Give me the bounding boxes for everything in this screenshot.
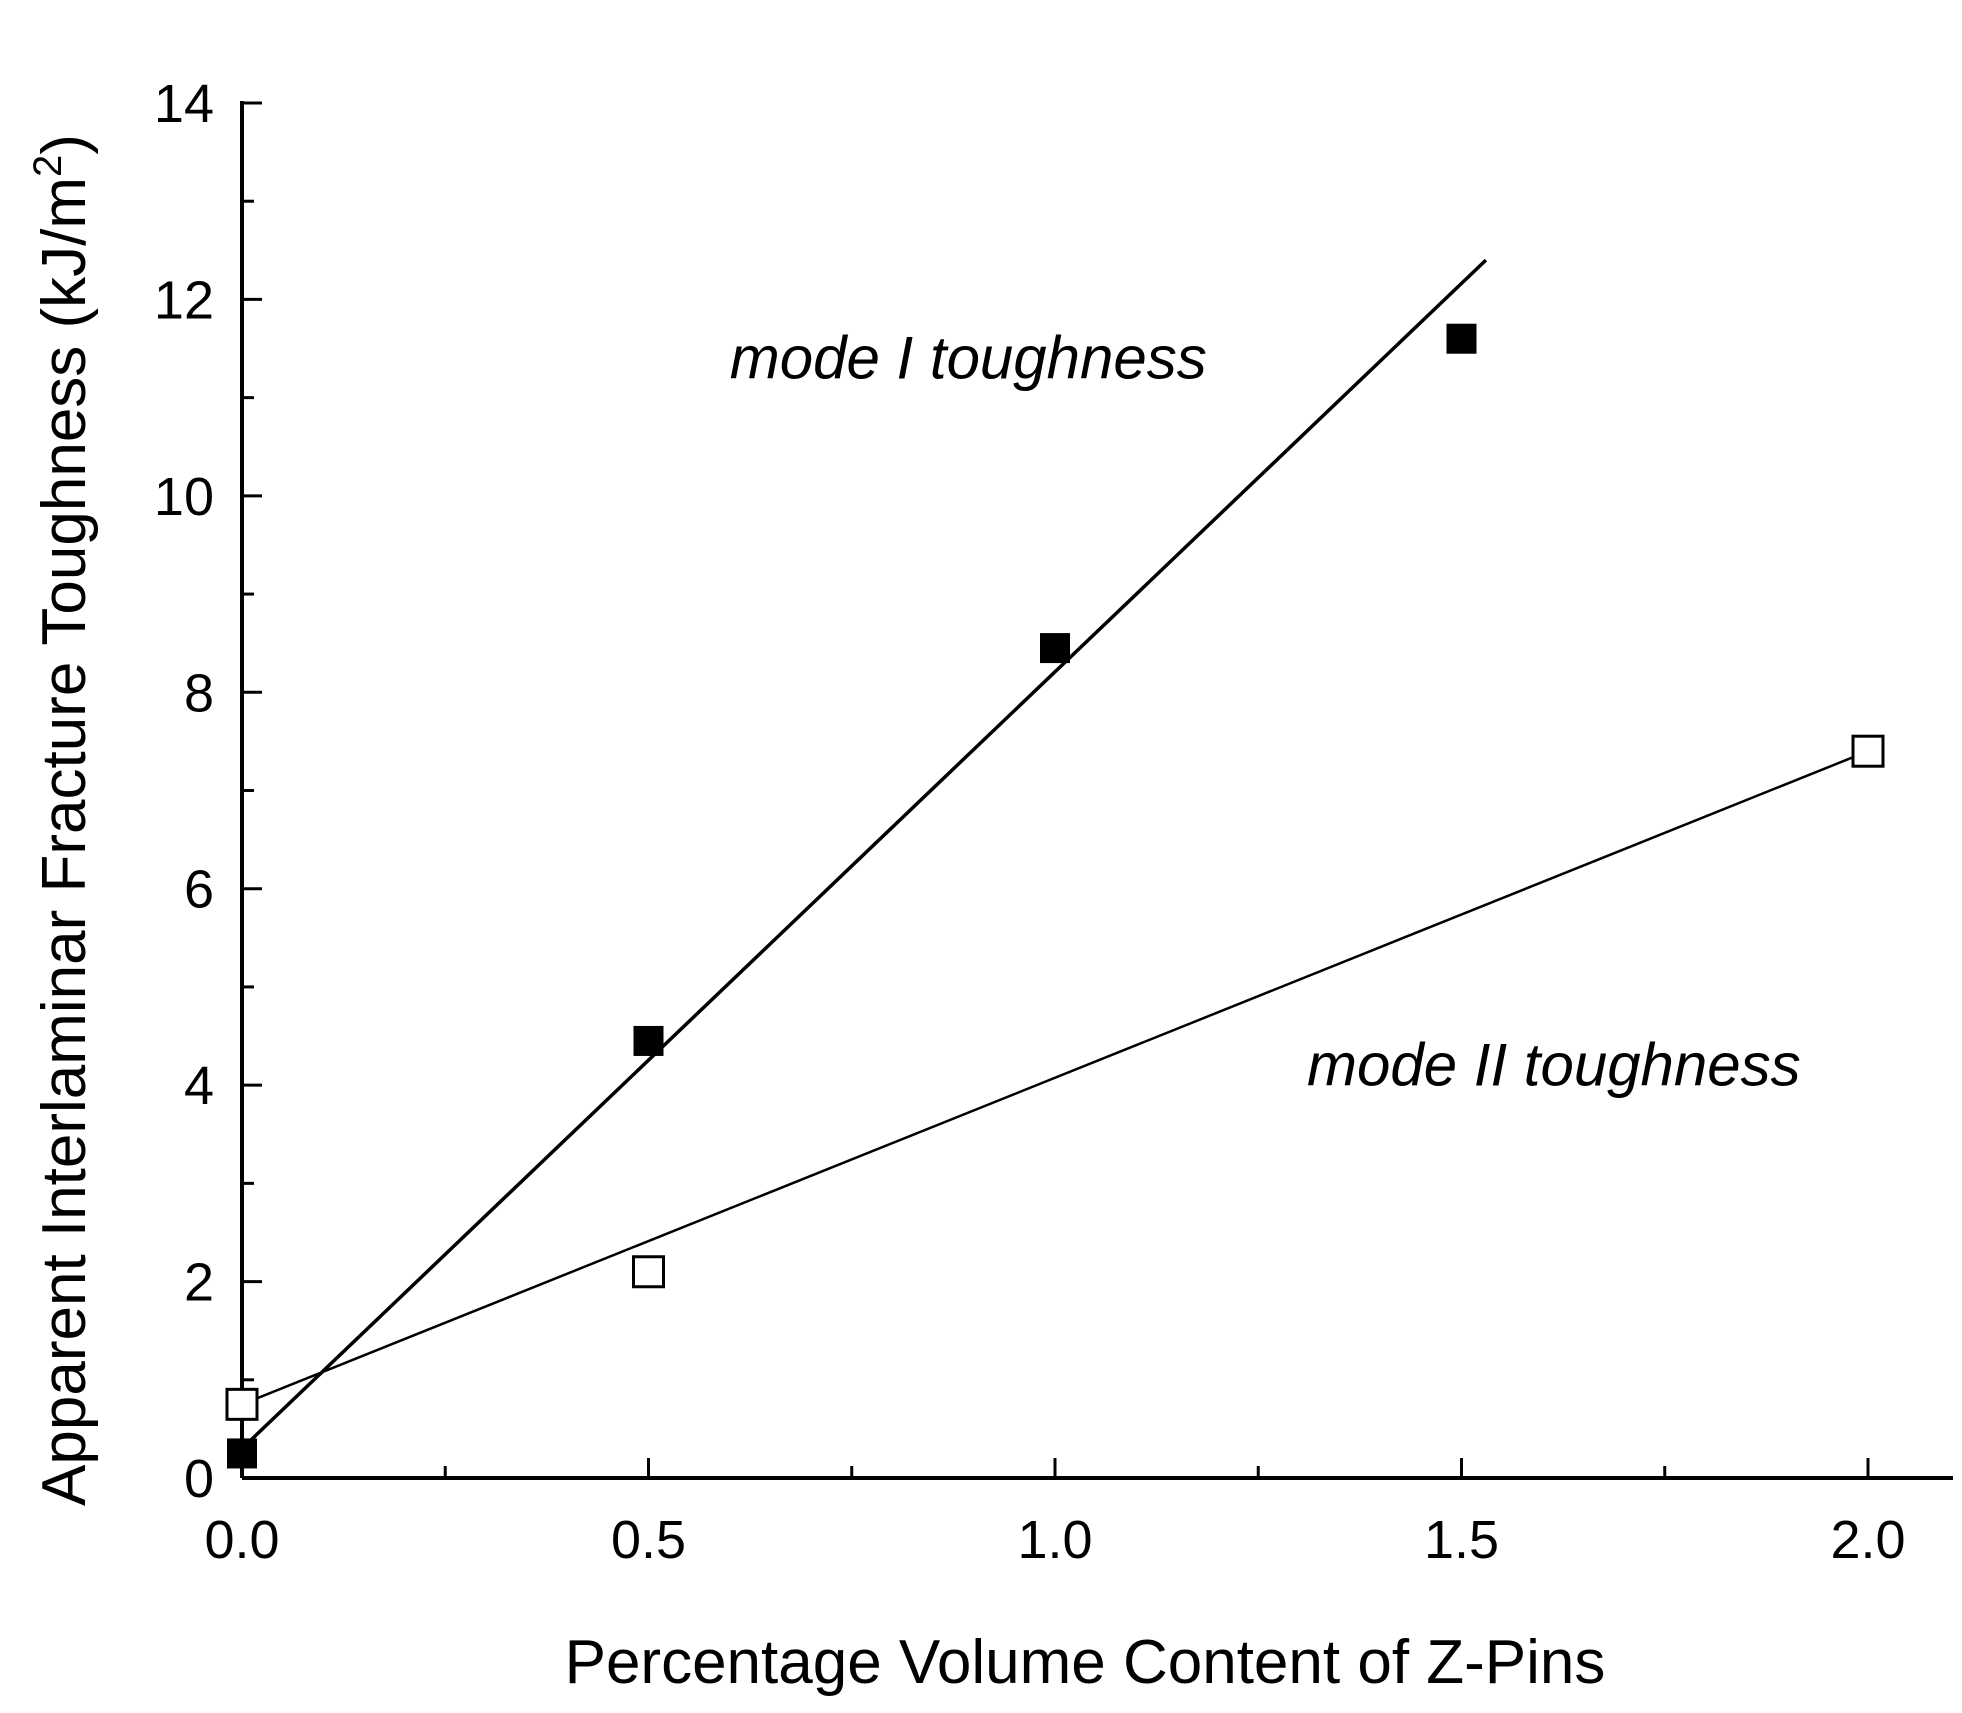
- annotations: mode I toughness mode II toughness: [730, 324, 1801, 1098]
- series-1-point: [1040, 633, 1070, 664]
- y-axis-label-main: Apparent Interlaminar Fracture Toughness…: [30, 177, 99, 1506]
- y-axis-label: Apparent Interlaminar Fracture Toughness…: [26, 134, 99, 1506]
- fit-lines: [240, 258, 1869, 1450]
- y-tick-label: 0: [184, 1449, 214, 1509]
- x-tick-label: 1.0: [1017, 1510, 1092, 1570]
- y-tick-label: 2: [184, 1253, 214, 1313]
- y-tick-label: 8: [184, 663, 214, 723]
- series-1-fit-line: [240, 258, 1488, 1450]
- y-tick-label: 4: [184, 1056, 214, 1116]
- axes: [240, 101, 1953, 1480]
- tick-labels: 0.0 0.5 1.0 1.5 2.0 0 2 4 6 8 10 12 14: [154, 74, 1906, 1570]
- x-tick-label: 0.5: [611, 1510, 686, 1570]
- y-axis-label-close: ): [30, 134, 99, 155]
- series-2-fit-line: [241, 750, 1869, 1406]
- annotation-label: mode II toughness: [1307, 1032, 1801, 1099]
- series-1-point: [227, 1438, 257, 1469]
- series-1-point: [633, 1025, 664, 1056]
- series-2-point: [632, 1255, 665, 1289]
- series-1-point: [1446, 323, 1477, 354]
- y-tick-label: 6: [184, 860, 214, 920]
- annotation-label: mode I toughness: [730, 324, 1207, 391]
- x-tick-label: 1.5: [1424, 1510, 1499, 1570]
- y-tick-label: 14: [154, 74, 214, 134]
- x-tick-label: 2.0: [1830, 1510, 1905, 1570]
- markers: [225, 323, 1885, 1469]
- x-tick-label: 0.0: [204, 1510, 279, 1570]
- y-tick-label: 10: [154, 467, 214, 527]
- y-tick-label: 12: [154, 270, 214, 330]
- y-axis-label-superscript: 2: [26, 155, 70, 177]
- series-2-point: [1851, 734, 1885, 768]
- series-2-point: [225, 1387, 259, 1421]
- x-axis-label: Percentage Volume Content of Z-Pins: [565, 1628, 1606, 1697]
- ticks: [240, 101, 1870, 1480]
